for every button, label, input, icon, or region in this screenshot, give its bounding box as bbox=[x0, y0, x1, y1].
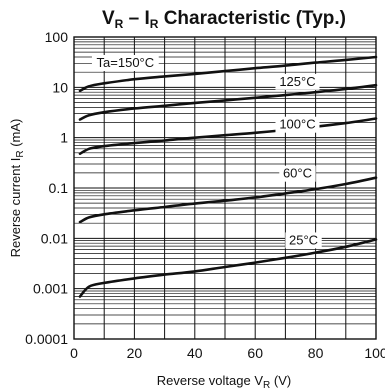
y-tick-label: 100 bbox=[45, 29, 69, 45]
title-dash: – bbox=[123, 8, 144, 29]
series-line bbox=[78, 176, 378, 224]
plot-frame bbox=[73, 36, 377, 340]
y-tick-label: 10 bbox=[52, 79, 68, 95]
title-i-sub: R bbox=[150, 17, 159, 31]
chart-title: VR – IR Characteristic (Typ.) bbox=[102, 8, 346, 31]
series-curves bbox=[78, 55, 378, 298]
series-label: 60°C bbox=[283, 166, 312, 181]
x-axis-label: Reverse voltage VR (V) bbox=[157, 373, 291, 390]
axis-ticks: 0 20 40 60 80 100 0.0001 0.001 0.01 0.1 1 10 100 bbox=[25, 29, 385, 361]
series-label-bg bbox=[275, 116, 320, 133]
x-tick-label: 0 bbox=[70, 345, 78, 361]
series-label-bg bbox=[279, 165, 316, 182]
series-labels: Ta=150°C 125°C 100°C 60°C 25°C bbox=[91, 55, 322, 249]
y-tick-label: 0.001 bbox=[33, 281, 68, 297]
series-label: Ta=150°C bbox=[97, 55, 155, 70]
x-tick-label: 40 bbox=[187, 345, 203, 361]
series-label: 25°C bbox=[289, 232, 318, 247]
y-tick-label: 0.1 bbox=[49, 180, 69, 196]
series-line bbox=[78, 83, 378, 121]
series-label: 100°C bbox=[279, 117, 315, 132]
x-tick-label: 20 bbox=[127, 345, 143, 361]
x-label-sub: R bbox=[263, 380, 270, 390]
title-i: I bbox=[144, 8, 149, 29]
title-v-sub: R bbox=[115, 17, 124, 31]
x-tick-label: 60 bbox=[247, 345, 263, 361]
y-label-sub: R bbox=[15, 150, 26, 157]
y-label-unit: (mA) bbox=[8, 119, 23, 151]
y-tick-label: 0.0001 bbox=[25, 331, 68, 347]
series-label: 125°C bbox=[279, 74, 315, 89]
x-label-unit: (V) bbox=[270, 373, 291, 388]
series-line bbox=[78, 238, 378, 298]
title-rest: Characteristic (Typ.) bbox=[158, 8, 346, 29]
x-tick-label: 80 bbox=[308, 345, 324, 361]
series-label-bg bbox=[91, 55, 159, 72]
y-tick-label: 1 bbox=[60, 130, 68, 146]
y-label-main: Reverse current I bbox=[8, 158, 23, 258]
series-line bbox=[78, 55, 378, 93]
x-label-main: Reverse voltage V bbox=[157, 373, 264, 388]
series-label-bg bbox=[285, 232, 322, 249]
y-axis-label: Reverse current IR (mA) bbox=[8, 119, 26, 258]
series-label-bg bbox=[275, 73, 320, 90]
x-tick-label: 100 bbox=[364, 345, 385, 361]
title-v: V bbox=[102, 8, 115, 29]
y-tick-label: 0.01 bbox=[41, 230, 68, 246]
